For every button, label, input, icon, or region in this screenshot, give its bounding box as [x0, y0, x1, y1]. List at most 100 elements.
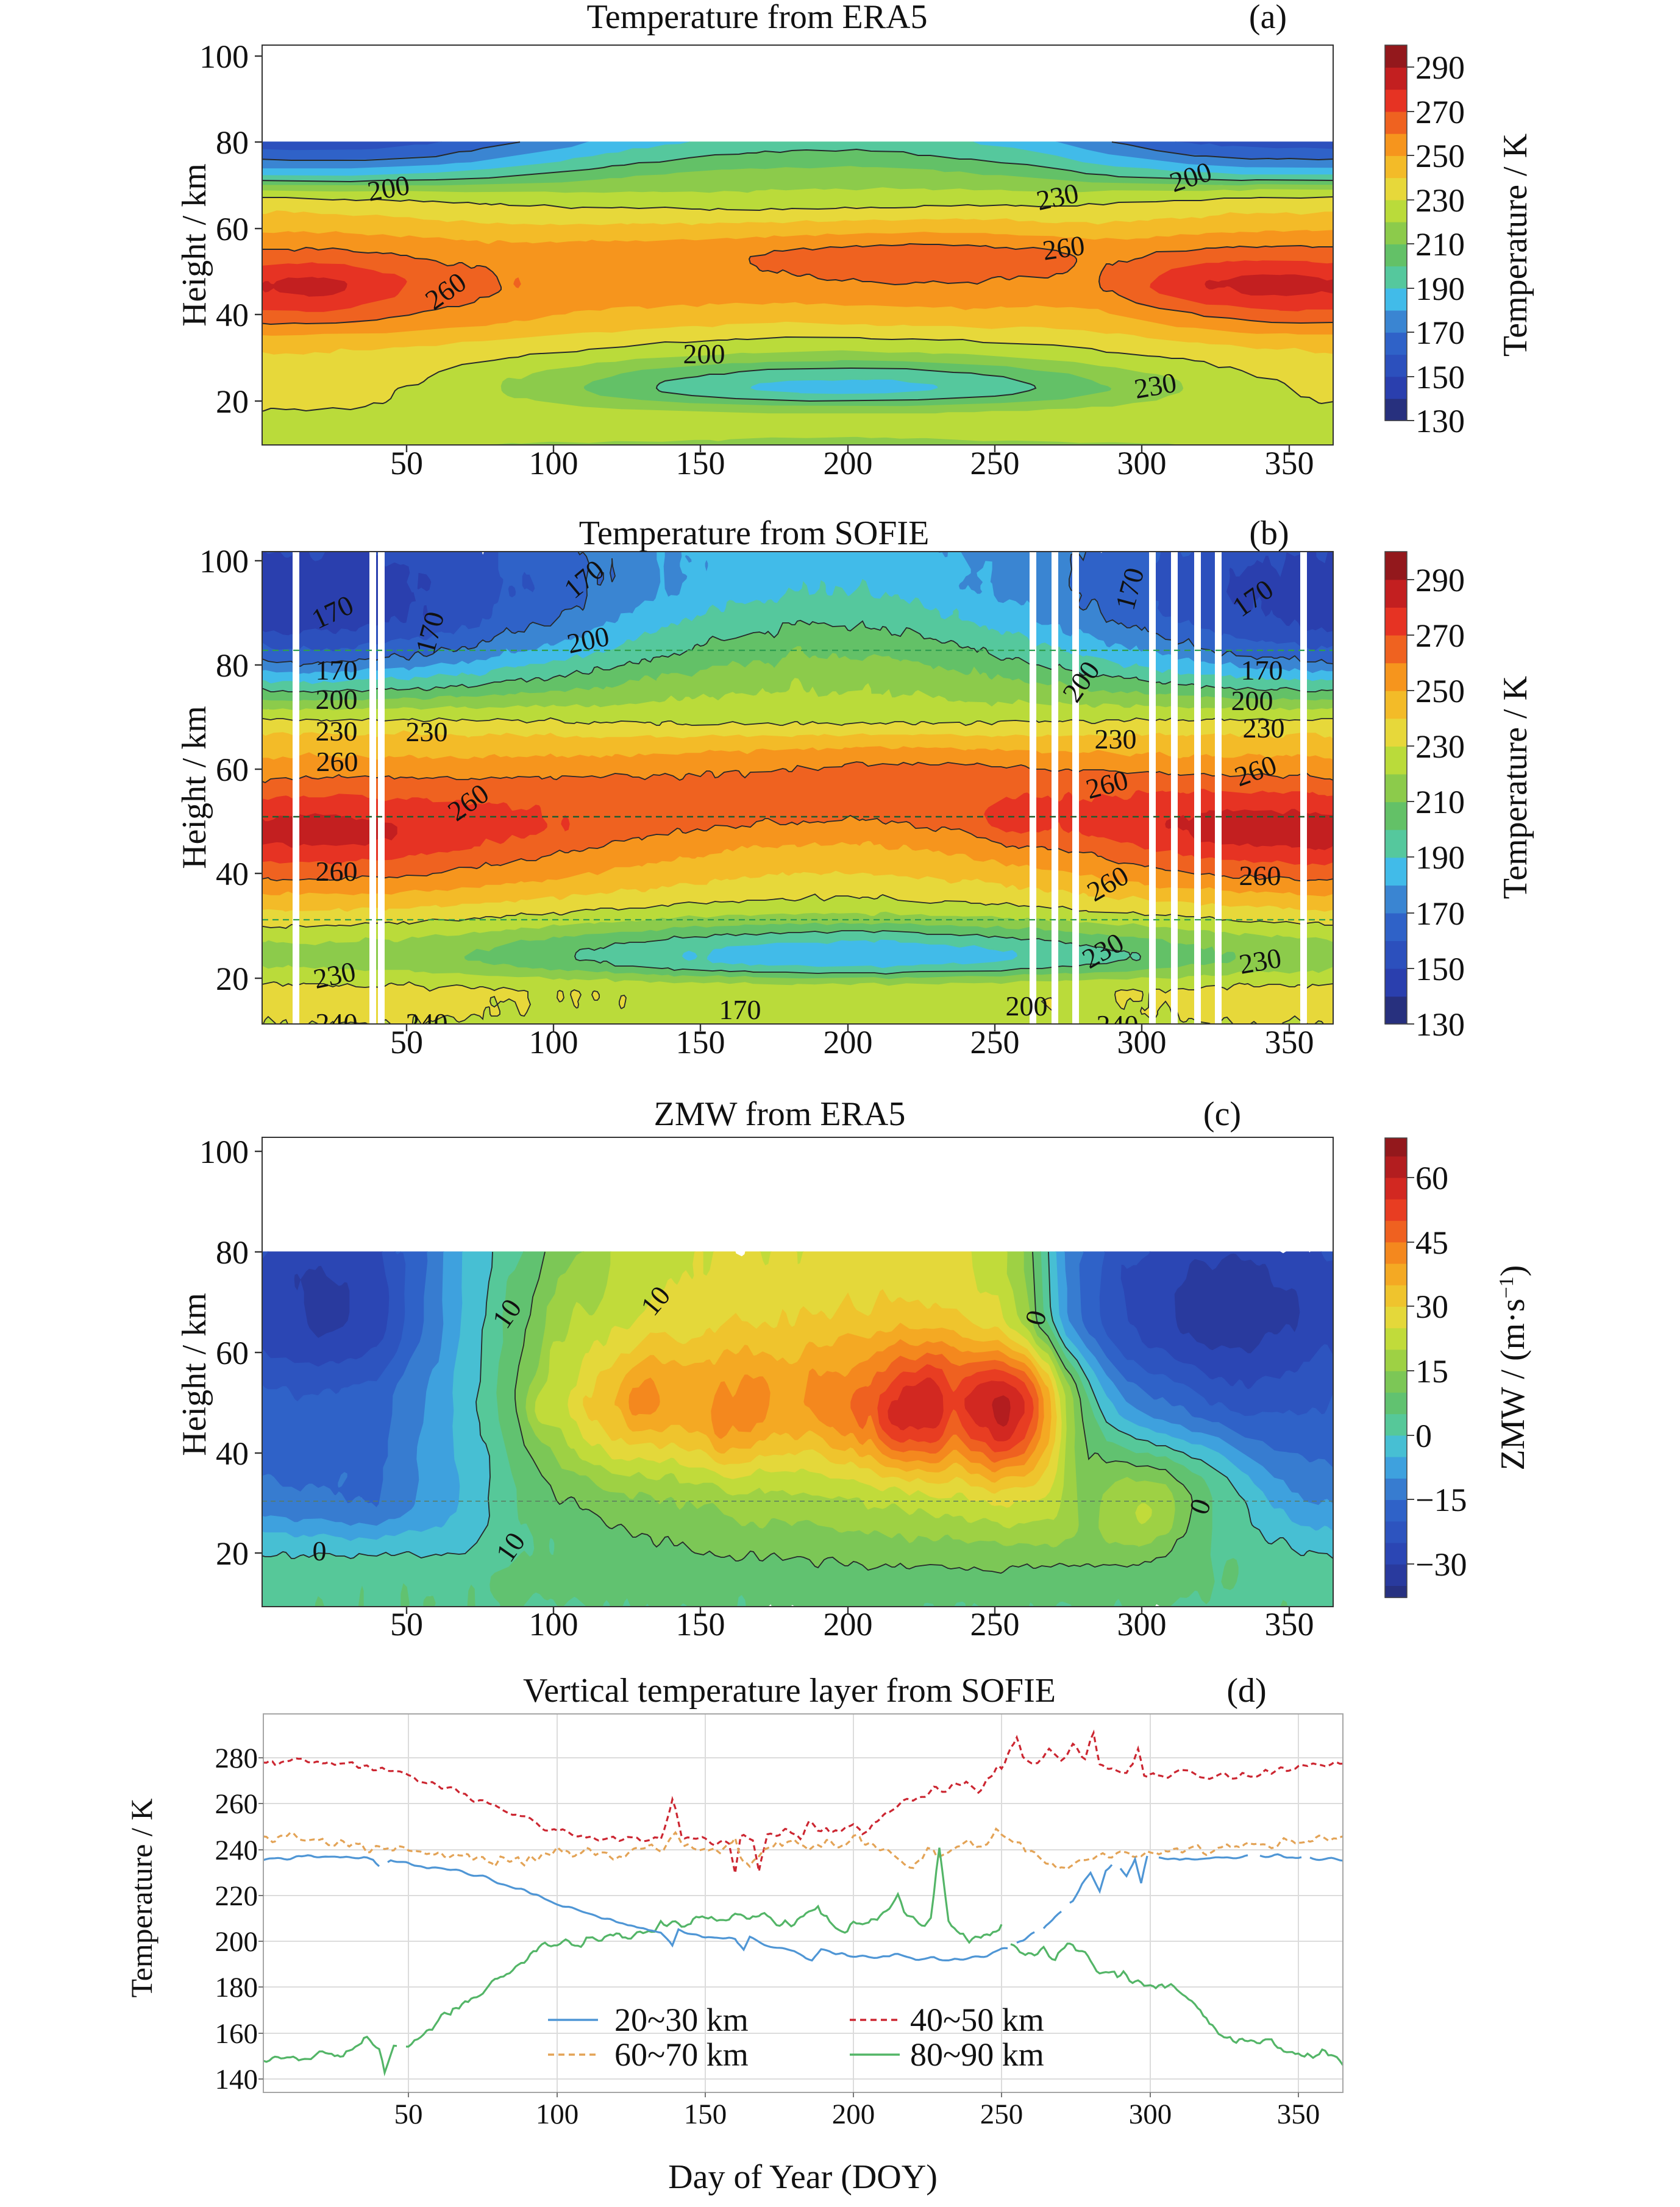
svg-text:260: 260 [316, 746, 358, 777]
svg-text:170: 170 [719, 994, 761, 1025]
svg-text:200: 200 [316, 684, 358, 715]
svg-text:80~90 km: 80~90 km [910, 2036, 1044, 2073]
svg-text:350: 350 [1265, 1024, 1314, 1061]
svg-text:250: 250 [970, 1606, 1020, 1643]
svg-text:170: 170 [316, 655, 358, 686]
svg-text:200: 200 [1231, 685, 1273, 716]
svg-text:220: 220 [215, 1880, 258, 1912]
svg-text:160: 160 [215, 2018, 258, 2050]
svg-text:270: 270 [1415, 617, 1465, 654]
svg-text:100: 100 [529, 1606, 578, 1643]
svg-text:60: 60 [1415, 1160, 1448, 1196]
svg-text:350: 350 [1265, 1606, 1314, 1643]
svg-text:290: 290 [1415, 49, 1465, 86]
svg-text:Height / km: Height / km [176, 706, 213, 869]
svg-text:300: 300 [1117, 1606, 1167, 1643]
svg-text:150: 150 [1415, 359, 1465, 396]
svg-text:60~70 km: 60~70 km [614, 2036, 749, 2073]
svg-text:(d): (d) [1226, 1672, 1266, 1710]
svg-text:180: 180 [215, 1972, 258, 2003]
svg-text:60: 60 [216, 211, 249, 247]
svg-text:Day of Year (DOY): Day of Year (DOY) [668, 2158, 938, 2196]
svg-text:80: 80 [216, 124, 249, 161]
svg-text:100: 100 [529, 445, 578, 482]
svg-text:150: 150 [676, 1606, 725, 1643]
svg-text:230: 230 [1243, 713, 1285, 744]
svg-text:100: 100 [199, 1134, 249, 1170]
svg-text:40~50 km: 40~50 km [910, 2002, 1044, 2038]
svg-text:60: 60 [216, 1335, 249, 1371]
svg-text:250: 250 [1415, 138, 1465, 174]
svg-text:Vertical temperature layer fro: Vertical temperature layer from SOFIE [523, 1672, 1056, 1710]
svg-text:200: 200 [832, 2099, 875, 2130]
svg-text:0: 0 [313, 1535, 327, 1566]
svg-text:Height / km: Height / km [176, 163, 213, 327]
svg-text:290: 290 [1415, 562, 1465, 599]
svg-text:270: 270 [1415, 94, 1465, 130]
svg-text:Temperature / K: Temperature / K [1497, 133, 1534, 357]
svg-text:200: 200 [215, 1926, 258, 1958]
svg-text:−15: −15 [1415, 1482, 1467, 1518]
svg-text:150: 150 [676, 1024, 725, 1061]
svg-text:280: 280 [215, 1743, 258, 1774]
svg-text:20~30 km: 20~30 km [614, 2002, 749, 2038]
svg-text:210: 210 [1415, 784, 1465, 820]
svg-text:250: 250 [1415, 673, 1465, 709]
svg-text:300: 300 [1117, 1024, 1167, 1061]
svg-text:200: 200 [824, 1024, 873, 1061]
svg-text:240: 240 [1097, 1009, 1139, 1040]
svg-text:170: 170 [1415, 895, 1465, 932]
svg-text:230: 230 [316, 716, 358, 747]
svg-text:240: 240 [316, 1008, 358, 1039]
svg-text:170: 170 [1241, 655, 1283, 686]
svg-text:100: 100 [536, 2099, 579, 2130]
svg-text:190: 190 [1415, 271, 1465, 307]
svg-text:Temperature / K: Temperature / K [124, 1799, 158, 1998]
svg-text:100: 100 [199, 38, 249, 75]
svg-text:100: 100 [199, 543, 249, 580]
svg-text:200: 200 [1006, 990, 1048, 1022]
svg-text:350: 350 [1265, 445, 1314, 482]
svg-text:140: 140 [215, 2064, 258, 2095]
svg-text:260: 260 [1041, 230, 1086, 266]
svg-text:80: 80 [216, 1234, 249, 1271]
svg-text:20: 20 [216, 1535, 249, 1572]
svg-text:170: 170 [1415, 315, 1465, 351]
svg-text:130: 130 [1415, 1006, 1465, 1043]
svg-text:250: 250 [980, 2099, 1023, 2130]
svg-text:190: 190 [1415, 839, 1465, 876]
svg-text:Temperature from ERA5: Temperature from ERA5 [587, 0, 928, 36]
svg-text:15: 15 [1415, 1353, 1448, 1390]
svg-text:Temperature / K: Temperature / K [1497, 676, 1534, 899]
svg-text:230: 230 [1132, 367, 1179, 405]
svg-text:300: 300 [1129, 2099, 1172, 2130]
svg-text:80: 80 [216, 647, 249, 684]
svg-text:40: 40 [216, 297, 249, 333]
svg-text:350: 350 [1277, 2099, 1320, 2130]
svg-text:40: 40 [216, 1435, 249, 1472]
svg-text:200: 200 [824, 445, 873, 482]
svg-text:−30: −30 [1415, 1546, 1467, 1583]
svg-text:260: 260 [215, 1788, 258, 1820]
svg-text:40: 40 [216, 856, 249, 892]
svg-text:150: 150 [676, 445, 725, 482]
svg-text:50: 50 [390, 1024, 423, 1061]
svg-text:(c): (c) [1203, 1095, 1241, 1133]
svg-text:30: 30 [1415, 1288, 1448, 1325]
svg-text:150: 150 [1415, 951, 1465, 987]
svg-text:Temperature from SOFIE: Temperature from SOFIE [579, 514, 930, 552]
svg-text:(a): (a) [1249, 0, 1287, 36]
svg-text:230: 230 [406, 716, 448, 747]
svg-text:200: 200 [683, 338, 725, 369]
svg-text:230: 230 [1237, 942, 1284, 980]
svg-text:240: 240 [215, 1835, 258, 1866]
svg-text:(b): (b) [1249, 514, 1289, 552]
svg-text:ZMW from ERA5: ZMW from ERA5 [654, 1095, 906, 1133]
svg-text:20: 20 [216, 961, 249, 997]
svg-text:260: 260 [316, 856, 358, 887]
svg-text:230: 230 [1415, 182, 1465, 219]
svg-text:60: 60 [216, 752, 249, 788]
svg-text:240: 240 [406, 1008, 448, 1039]
svg-text:50: 50 [394, 2099, 423, 2130]
svg-text:ZMW / (m·s−1): ZMW / (m·s−1) [1494, 1265, 1532, 1471]
